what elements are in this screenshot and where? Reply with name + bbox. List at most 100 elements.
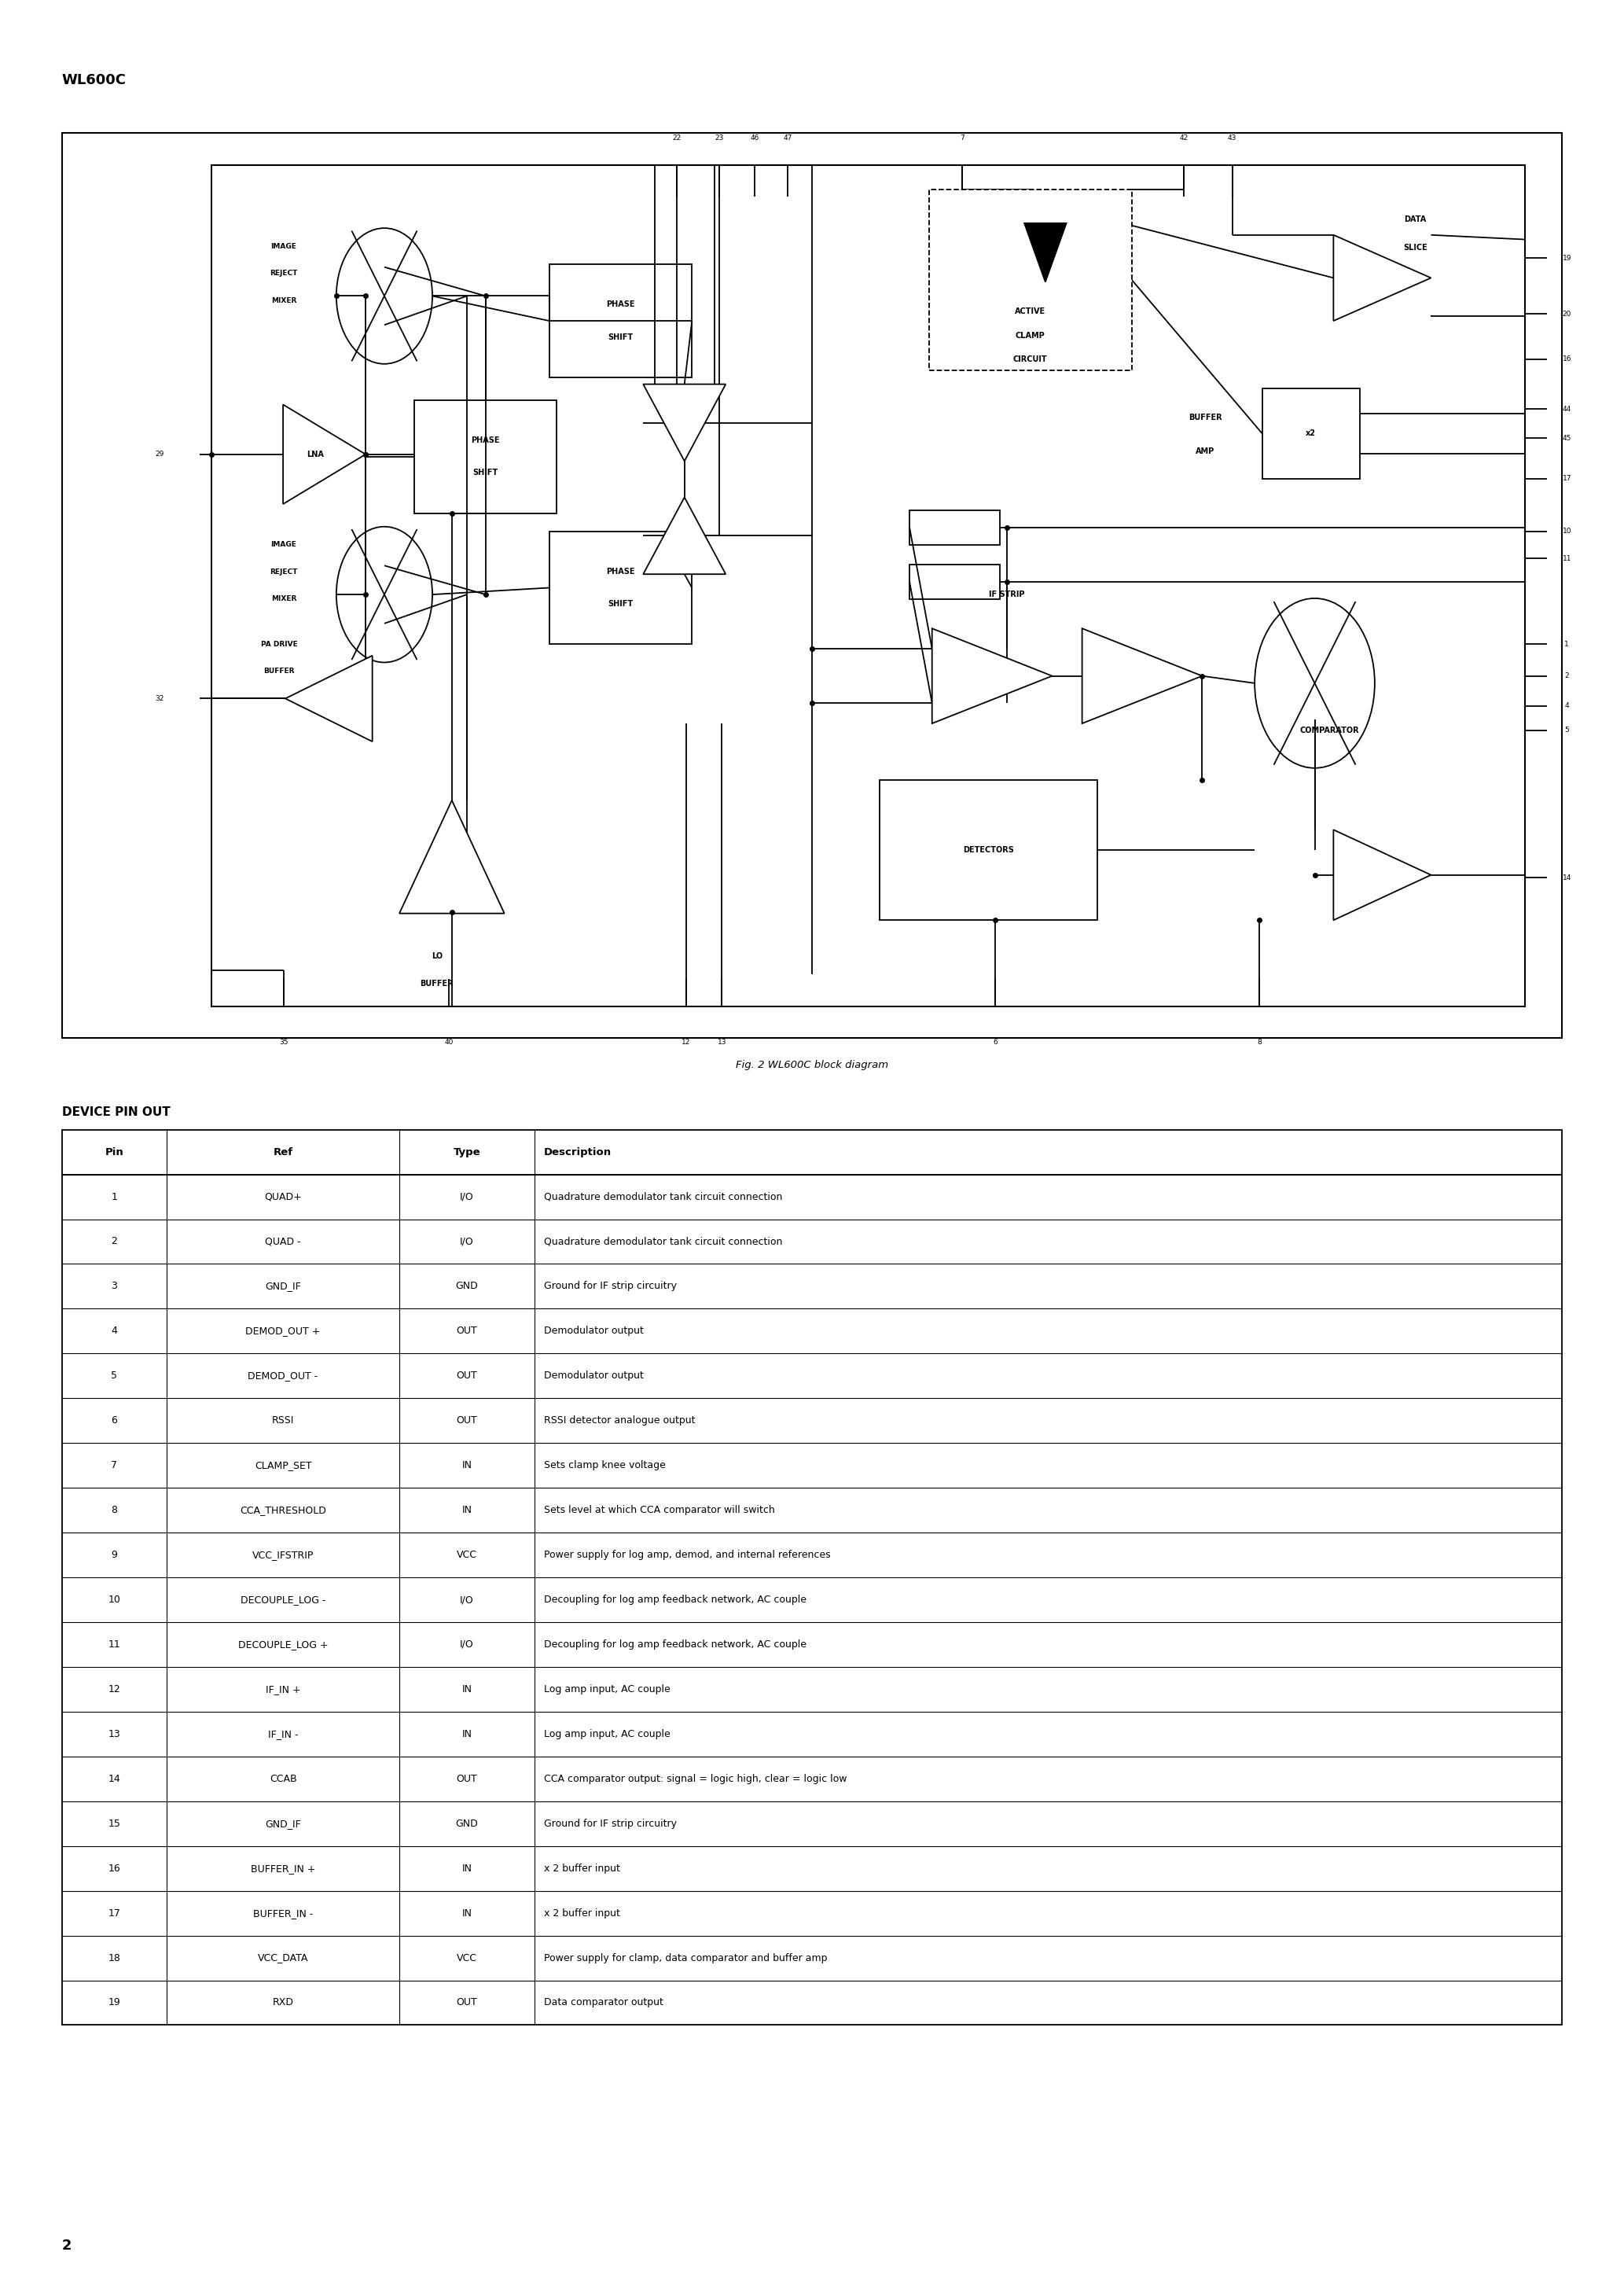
Text: 17: 17: [1562, 475, 1572, 482]
Text: REJECT: REJECT: [270, 271, 297, 278]
Text: Pin: Pin: [106, 1148, 123, 1157]
Text: 12: 12: [109, 1685, 120, 1694]
Text: 14: 14: [1562, 875, 1572, 882]
Bar: [549, 264, 692, 377]
Bar: [62, 1130, 1562, 2025]
Text: 13: 13: [109, 1729, 120, 1738]
Text: CCAB: CCAB: [270, 1775, 297, 1784]
Text: DEMOD_OUT +: DEMOD_OUT +: [245, 1327, 320, 1336]
Text: PHASE: PHASE: [606, 567, 635, 576]
Text: CIRCUIT: CIRCUIT: [1013, 356, 1047, 363]
Bar: [880, 781, 1098, 921]
Polygon shape: [932, 629, 1052, 723]
Text: LO: LO: [432, 953, 442, 960]
Text: SHIFT: SHIFT: [607, 333, 633, 342]
Text: 16: 16: [109, 1864, 120, 1874]
Text: BUFFER: BUFFER: [421, 980, 453, 987]
Text: BUFFER_IN +: BUFFER_IN +: [250, 1864, 315, 1874]
Text: I/O: I/O: [460, 1192, 474, 1201]
Text: 11: 11: [1562, 556, 1572, 563]
Polygon shape: [643, 383, 726, 461]
Text: RSSI: RSSI: [271, 1417, 294, 1426]
Text: 16: 16: [1562, 356, 1572, 363]
Text: GND: GND: [456, 1281, 477, 1290]
Bar: [909, 565, 999, 599]
Text: Power supply for clamp, data comparator and buffer amp: Power supply for clamp, data comparator …: [544, 1954, 828, 1963]
Text: Decoupling for log amp feedback network, AC couple: Decoupling for log amp feedback network,…: [544, 1639, 807, 1649]
Text: 19: 19: [109, 1998, 120, 2007]
Text: IMAGE: IMAGE: [271, 243, 297, 250]
Text: Power supply for log amp, demod, and internal references: Power supply for log amp, demod, and int…: [544, 1550, 831, 1559]
Text: IN: IN: [461, 1729, 473, 1738]
Text: CLAMP_SET: CLAMP_SET: [255, 1460, 312, 1469]
Text: 9: 9: [110, 1550, 117, 1559]
Text: IN: IN: [461, 1460, 473, 1469]
Bar: [909, 510, 999, 544]
Text: 1: 1: [110, 1192, 117, 1201]
Text: Decoupling for log amp feedback network, AC couple: Decoupling for log amp feedback network,…: [544, 1596, 807, 1605]
Polygon shape: [1333, 234, 1431, 321]
Text: 29: 29: [154, 450, 164, 457]
Text: DECOUPLE_LOG +: DECOUPLE_LOG +: [239, 1639, 328, 1649]
Text: OUT: OUT: [456, 1775, 477, 1784]
Text: 43: 43: [1228, 133, 1236, 142]
Text: 17: 17: [107, 1908, 120, 1917]
Text: GND_IF: GND_IF: [265, 1818, 300, 1828]
Text: SHIFT: SHIFT: [607, 599, 633, 608]
Text: Description: Description: [544, 1148, 612, 1157]
Text: x 2 buffer input: x 2 buffer input: [544, 1864, 620, 1874]
Text: IF_IN +: IF_IN +: [265, 1685, 300, 1694]
Text: 14: 14: [109, 1775, 120, 1784]
Text: Demodulator output: Demodulator output: [544, 1371, 643, 1380]
Text: AMP: AMP: [1195, 448, 1215, 455]
Text: QUAD+: QUAD+: [265, 1192, 302, 1201]
Text: ACTIVE: ACTIVE: [1015, 308, 1046, 315]
Text: Type: Type: [453, 1148, 481, 1157]
Text: PHASE: PHASE: [606, 301, 635, 308]
Text: WL600C: WL600C: [62, 73, 127, 87]
Text: 4: 4: [1564, 703, 1569, 709]
Text: PHASE: PHASE: [471, 436, 500, 443]
Text: PA DRIVE: PA DRIVE: [261, 641, 297, 647]
Text: 12: 12: [682, 1038, 690, 1047]
Text: LNA: LNA: [307, 450, 323, 459]
Text: CCA comparator output: signal = logic high, clear = logic low: CCA comparator output: signal = logic hi…: [544, 1775, 848, 1784]
Text: 6: 6: [110, 1417, 117, 1426]
Text: 3: 3: [110, 1281, 117, 1290]
Text: Fig. 2 WL600C block diagram: Fig. 2 WL600C block diagram: [736, 1061, 888, 1070]
Text: I/O: I/O: [460, 1639, 474, 1649]
Text: Data comparator output: Data comparator output: [544, 1998, 664, 2007]
Bar: [1262, 388, 1359, 480]
Text: IMAGE: IMAGE: [271, 542, 297, 549]
Text: I/O: I/O: [460, 1596, 474, 1605]
Bar: [211, 165, 1525, 1006]
Text: DEMOD_OUT -: DEMOD_OUT -: [248, 1371, 318, 1380]
Text: SHIFT: SHIFT: [473, 468, 499, 478]
Text: DETECTORS: DETECTORS: [963, 847, 1013, 854]
Text: 11: 11: [109, 1639, 120, 1649]
Text: OUT: OUT: [456, 1998, 477, 2007]
Text: BUFFER: BUFFER: [263, 668, 296, 675]
Bar: [549, 530, 692, 645]
Text: 2: 2: [62, 2239, 71, 2252]
Text: 47: 47: [783, 133, 793, 142]
Text: IN: IN: [461, 1506, 473, 1515]
Text: GND_IF: GND_IF: [265, 1281, 300, 1290]
Text: COMPARATOR: COMPARATOR: [1299, 726, 1359, 735]
Text: 18: 18: [107, 1954, 120, 1963]
Text: 22: 22: [672, 133, 682, 142]
Text: 40: 40: [445, 1038, 453, 1047]
Text: OUT: OUT: [456, 1371, 477, 1380]
Text: Demodulator output: Demodulator output: [544, 1327, 643, 1336]
Text: DATA: DATA: [1405, 216, 1426, 223]
Text: BUFFER: BUFFER: [1189, 413, 1221, 420]
Text: 5: 5: [110, 1371, 117, 1380]
Text: 20: 20: [1562, 310, 1572, 317]
Text: VCC: VCC: [456, 1550, 477, 1559]
Text: CLAMP: CLAMP: [1015, 333, 1046, 340]
Text: CCA_THRESHOLD: CCA_THRESHOLD: [240, 1506, 326, 1515]
Text: 8: 8: [1257, 1038, 1262, 1047]
Text: 7: 7: [960, 133, 965, 142]
Text: Ground for IF strip circuitry: Ground for IF strip circuitry: [544, 1818, 677, 1828]
Text: IN: IN: [461, 1908, 473, 1917]
